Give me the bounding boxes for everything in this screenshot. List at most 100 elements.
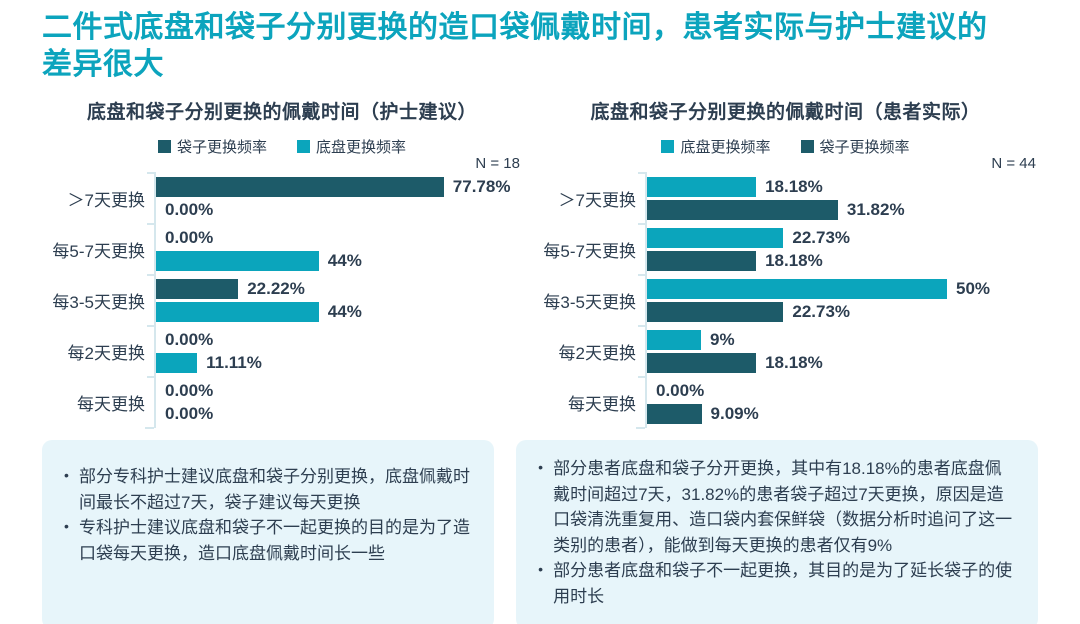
note-bullet-list: 部分专科护士建议底盘和袋子分别更换，底盘佩戴时间最长不超过7天，袋子建议每天更换… xyxy=(62,464,474,566)
bar xyxy=(647,228,784,249)
note-nurse: 部分专科护士建议底盘和袋子分别更换，底盘佩戴时间最长不超过7天，袋子建议每天更换… xyxy=(42,440,495,624)
note-bullet: 部分专科护士建议底盘和袋子分别更换，底盘佩戴时间最长不超过7天，袋子建议每天更换 xyxy=(62,464,474,515)
category-row: ＞7天更换 18.18% 31.82% xyxy=(533,172,1038,225)
category-row: 每3-5天更换 22.22% 44% xyxy=(42,274,522,327)
category-row: ＞7天更换 77.78% 0.00% xyxy=(42,172,522,225)
bar-line: 0.00% xyxy=(156,228,522,248)
bar-line: 44% xyxy=(156,251,522,272)
category-label: 每天更换 xyxy=(568,395,636,415)
category-row: 每5-7天更换 22.73% 18.18% xyxy=(533,223,1038,276)
legend-swatch-icon xyxy=(297,140,310,154)
bar-line: 22.22% xyxy=(156,279,522,300)
bar-line: 18.18% xyxy=(647,251,1038,272)
bar-line: 31.82% xyxy=(647,200,1038,221)
bar-plot: ＞7天更换 18.18% 31.82% 每5-7天更换 22.73% 18.18% 每3-5… xyxy=(533,172,1038,430)
sample-size-label: N = 18 xyxy=(475,155,520,173)
category-bars: 0.00% 0.00% xyxy=(147,376,522,429)
bar-value-label: 0.00% xyxy=(165,404,214,424)
bar xyxy=(647,302,784,323)
category-bars: 77.78% 0.00% xyxy=(147,172,522,225)
note-bullet: 专科护士建议底盘和袋子不一起更换的目的是为了造口袋每天更换，造口底盘佩戴时间长一… xyxy=(62,515,474,566)
bar-line: 11.11% xyxy=(156,353,522,374)
chart-legend: 袋子更换频率 底盘更换频率 xyxy=(42,136,522,157)
bar-value-label: 0.00% xyxy=(165,228,214,248)
chart-title: 底盘和袋子分别更换的佩戴时间（护士建议） xyxy=(86,102,477,124)
legend-item: 袋子更换频率 xyxy=(157,136,267,157)
legend-label: 袋子更换频率 xyxy=(819,139,910,157)
category-label: ＞7天更换 xyxy=(67,191,145,211)
category-row: 每3-5天更换 50% 22.73% xyxy=(533,274,1038,327)
legend-item: 底盘更换频率 xyxy=(661,136,771,157)
chart-patient-actual: 底盘和袋子分别更换的佩戴时间（患者实际） 底盘更换频率 袋子更换频率 N = 44… xyxy=(533,97,1038,430)
note-bullet-list: 部分患者底盘和袋子分开更换，其中有18.18%的患者底盘佩戴时间超过7天，31.… xyxy=(536,456,1018,609)
bar-line: 77.78% xyxy=(156,177,522,198)
bar-value-label: 11.11% xyxy=(206,353,262,373)
bar-line: 0.00% xyxy=(156,381,522,401)
category-row: 每天更换 0.00% 9.09% xyxy=(533,376,1038,429)
bar xyxy=(647,279,947,300)
chart-title: 底盘和袋子分别更换的佩戴时间（患者实际） xyxy=(590,102,981,124)
legend-swatch-icon xyxy=(661,140,675,154)
category-label: ＞7天更换 xyxy=(558,191,636,211)
bar-line: 9.09% xyxy=(647,404,1038,425)
bar xyxy=(647,404,702,425)
bar-value-label: 0.00% xyxy=(165,330,214,350)
legend-swatch-icon xyxy=(157,140,171,154)
bar xyxy=(647,200,838,221)
legend-item: 袋子更换频率 xyxy=(800,136,910,157)
bar-line: 44% xyxy=(156,302,522,323)
bar-line: 22.73% xyxy=(647,302,1038,323)
bar xyxy=(156,302,319,323)
bar-plot: ＞7天更换 77.78% 0.00% 每5-7天更换 0.00% 44% 每3-5天更换 22… xyxy=(42,172,522,430)
bar-value-label: 77.78% xyxy=(452,177,511,197)
bar-line: 0.00% xyxy=(156,330,522,350)
category-bars: 50% 22.73% xyxy=(638,274,1038,327)
bar-line: 18.18% xyxy=(647,353,1038,374)
note-patient: 部分患者底盘和袋子分开更换，其中有18.18%的患者底盘佩戴时间超过7天，31.… xyxy=(516,440,1038,624)
category-row: 每5-7天更换 0.00% 44% xyxy=(42,223,522,276)
bar-value-label: 22.22% xyxy=(247,279,305,299)
bar-value-label: 18.18% xyxy=(765,353,823,373)
bar-line: 0.00% xyxy=(647,381,1038,401)
category-bars: 0.00% 11.11% xyxy=(147,325,522,378)
category-bars: 0.00% 44% xyxy=(147,223,522,276)
bar-value-label: 44% xyxy=(327,251,362,271)
bar-line: 9% xyxy=(647,330,1038,351)
category-bars: 22.73% 18.18% xyxy=(638,223,1038,276)
legend-label: 袋子更换频率 xyxy=(176,139,267,157)
bar-value-label: 31.82% xyxy=(846,200,905,220)
bar-line: 22.73% xyxy=(647,228,1038,249)
legend-swatch-icon xyxy=(800,140,814,154)
bar-value-label: 22.73% xyxy=(792,228,851,248)
legend-label: 底盘更换频率 xyxy=(316,139,407,157)
bar xyxy=(647,353,757,374)
bar xyxy=(156,251,319,272)
bar xyxy=(156,177,444,198)
bar xyxy=(156,353,198,374)
category-row: 每2天更换 0.00% 11.11% xyxy=(42,325,522,378)
chart-legend: 底盘更换频率 袋子更换频率 xyxy=(533,136,1038,157)
note-bullet: 部分患者底盘和袋子不一起更换，其目的是为了延长袋子的使用时长 xyxy=(536,558,1018,609)
category-row: 每天更换 0.00% 0.00% xyxy=(42,376,522,429)
category-bars: 0.00% 9.09% xyxy=(638,376,1038,429)
bar xyxy=(647,330,701,351)
note-bullet: 部分患者底盘和袋子分开更换，其中有18.18%的患者底盘佩戴时间超过7天，31.… xyxy=(536,456,1018,558)
legend-item: 底盘更换频率 xyxy=(297,136,406,157)
plot-area: N = 18 ＞7天更换 77.78% 0.00% 每5-7天更换 0.00% 44% 每3… xyxy=(42,155,522,430)
category-label: 每3-5天更换 xyxy=(543,293,636,313)
category-bars: 9% 18.18% xyxy=(638,325,1038,378)
bar-value-label: 18.18% xyxy=(765,177,823,197)
category-label: 每5-7天更换 xyxy=(543,242,636,262)
category-label: 每5-7天更换 xyxy=(52,242,145,262)
category-label: 每天更换 xyxy=(77,395,145,415)
chart-nurse-recommendation: 底盘和袋子分别更换的佩戴时间（护士建议） 袋子更换频率 底盘更换频率 N = 18… xyxy=(42,97,522,430)
bar xyxy=(647,177,757,198)
bar-value-label: 0.00% xyxy=(165,200,214,220)
bar-line: 50% xyxy=(647,279,1038,300)
bar-value-label: 18.18% xyxy=(765,251,823,271)
bar-value-label: 0.00% xyxy=(165,381,214,401)
notes-row: 部分专科护士建议底盘和袋子分别更换，底盘佩戴时间最长不超过7天，袋子建议每天更换… xyxy=(42,440,1038,624)
bar xyxy=(156,279,239,300)
bar-value-label: 9.09% xyxy=(710,404,759,424)
